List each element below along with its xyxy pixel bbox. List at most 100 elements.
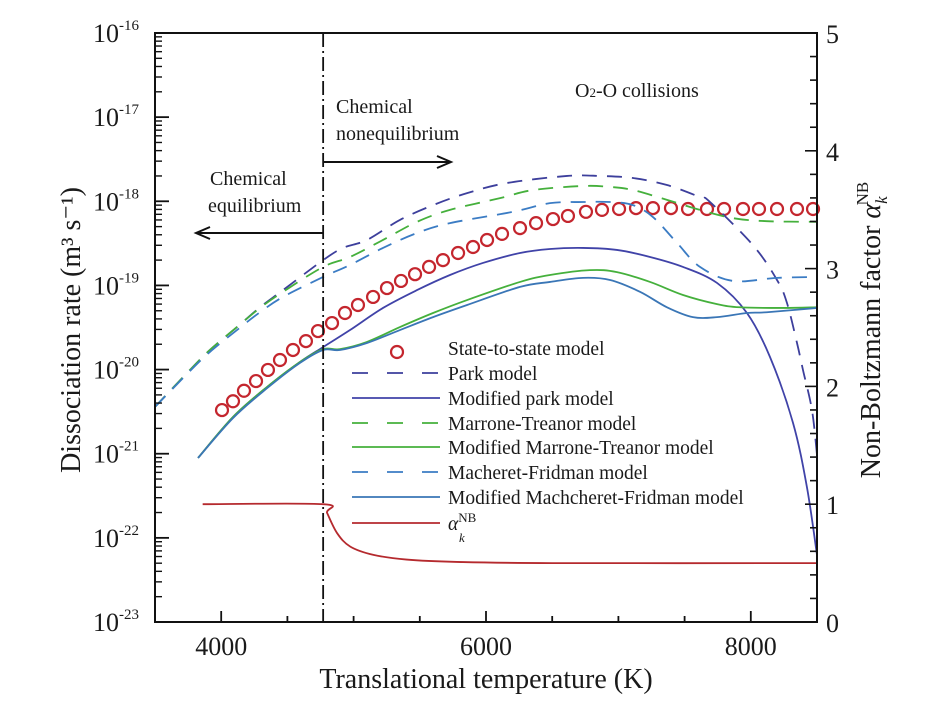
y2-tick-label: 0 <box>826 609 839 638</box>
annotation-nonequilibrium-line1: Chemical <box>336 96 413 118</box>
annotation-nonequilibrium-line2: nonequilibrium <box>336 123 460 145</box>
y-tick-exponent: -17 <box>119 102 139 118</box>
legend-item: Marrone-Treanor model <box>352 414 637 435</box>
legend-label: Macheret-Fridman model <box>448 463 648 484</box>
state-to-state-point <box>663 200 679 216</box>
state-to-state-point <box>560 208 576 224</box>
state-to-state-point <box>512 221 528 236</box>
y-tick-base: 10 <box>93 103 119 132</box>
series-line-modified-machcheret-fridman-model <box>197 276 818 459</box>
legend-label-symbol: α <box>448 514 459 535</box>
legend-label: Marrone-Treanor model <box>448 414 637 435</box>
axes: 4000 6000 800010-1610-1710-1810-1910-2010-… <box>93 18 839 661</box>
legend-label-sub: k <box>459 530 465 545</box>
y-tick-label: 10-23 <box>93 607 139 637</box>
state-to-state-point <box>225 394 241 409</box>
y-axis-title: Dissociation rate (m³ s⁻¹) <box>56 187 87 473</box>
state-to-state-point <box>337 305 353 321</box>
state-to-state-point <box>494 226 510 241</box>
state-to-state-point <box>578 204 594 219</box>
legend-label: Modified park model <box>448 389 614 410</box>
legend-label: αNB k <box>448 510 477 545</box>
annotation-equilibrium-line2: equilibrium <box>208 195 302 217</box>
legend-item: State-to-state model <box>389 339 605 360</box>
title-rest: -O collisions <box>596 80 699 102</box>
state-to-state-point <box>751 201 767 217</box>
y-tick-base: 10 <box>93 19 119 48</box>
legend-item: Park model <box>352 364 538 385</box>
annotation-collision-title: O2-O collisions <box>575 80 699 102</box>
state-to-state-point <box>214 402 230 418</box>
y-tick-label: 10-16 <box>93 18 139 48</box>
state-to-state-point <box>680 201 696 217</box>
y-tick-exponent: -20 <box>119 355 139 371</box>
legend-item: αNB k <box>352 510 477 545</box>
plot-frame <box>154 32 818 623</box>
state-to-state-point <box>789 201 805 217</box>
state-to-state-point <box>716 201 732 217</box>
y-tick-exponent: -16 <box>119 18 139 34</box>
y2-axis-title: Non-Boltzmann factor αkNB <box>853 182 891 479</box>
x-tick-label: 8000 <box>725 632 777 661</box>
legend-label: Park model <box>448 364 538 385</box>
y2-title-sup: NB <box>853 182 872 206</box>
series-line-alpha-nb <box>202 502 818 565</box>
state-to-state-point <box>528 216 544 231</box>
title-subscript: 2 <box>589 85 596 100</box>
state-to-state-point <box>628 200 644 216</box>
y2-tick-label: 1 <box>826 491 839 520</box>
legend-label: Modified Marrone-Treanor model <box>448 438 714 459</box>
y2-tick-label: 3 <box>826 256 839 285</box>
y-tick-base: 10 <box>93 524 119 553</box>
state-to-state-point <box>421 259 437 275</box>
state-to-state-point <box>465 239 481 255</box>
state-to-state-point <box>350 297 366 313</box>
state-to-state-point <box>735 201 751 217</box>
state-to-state-point <box>285 342 301 358</box>
y-tick-base: 10 <box>93 440 119 469</box>
series-line-macheret-fridman-model <box>154 200 818 408</box>
state-to-state-point <box>310 323 326 339</box>
y-tick-exponent: -23 <box>119 607 139 623</box>
title-o: O <box>575 80 589 102</box>
legend-item: Modified park model <box>352 389 614 410</box>
y-tick-label: 10-18 <box>93 186 139 216</box>
y-tick-label: 10-22 <box>93 523 139 553</box>
y-tick-base: 10 <box>93 187 119 216</box>
y2-title-text: Non-Boltzmann factor <box>856 219 887 479</box>
equilibrium-arrow <box>193 226 323 240</box>
x-tick-label: 4000 <box>195 632 247 661</box>
series-layer <box>154 174 821 565</box>
y2-tick-label: 2 <box>826 373 839 402</box>
x-tick-label: 6000 <box>460 632 512 661</box>
y2-tick-label: 4 <box>826 138 839 167</box>
nonequilibrium-arrow <box>323 155 454 169</box>
y-tick-base: 10 <box>93 608 119 637</box>
legend-item: Macheret-Fridman model <box>352 463 648 484</box>
state-to-state-point <box>260 362 276 378</box>
y2-tick-label: 5 <box>826 20 839 49</box>
state-to-state-point <box>379 280 395 296</box>
state-to-state-point <box>298 333 314 349</box>
legend-marker-circle <box>389 344 405 360</box>
series-line-park-model <box>154 174 818 455</box>
legend-item: Modified Marrone-Treanor model <box>352 438 714 459</box>
annotation-equilibrium-line1: Chemical <box>210 168 287 190</box>
legend-label-sup: NB <box>458 510 476 525</box>
state-to-state-point <box>594 202 610 217</box>
y-tick-exponent: -18 <box>119 186 139 202</box>
legend: State-to-state model Park model Modified p… <box>352 339 744 545</box>
y-tick-base: 10 <box>93 271 119 300</box>
y-tick-label: 10-17 <box>93 102 139 132</box>
y-tick-label: 10-20 <box>93 355 139 385</box>
state-to-state-point <box>236 383 252 398</box>
state-to-state-point <box>324 315 340 331</box>
state-to-state-point <box>611 201 627 217</box>
y-tick-base: 10 <box>93 356 119 385</box>
state-to-state-point <box>365 289 381 305</box>
state-to-state-point <box>769 201 785 217</box>
legend-label: State-to-state model <box>448 339 605 360</box>
x-axis-title: Translational temperature (K) <box>319 664 652 695</box>
y-tick-label: 10-21 <box>93 439 139 469</box>
